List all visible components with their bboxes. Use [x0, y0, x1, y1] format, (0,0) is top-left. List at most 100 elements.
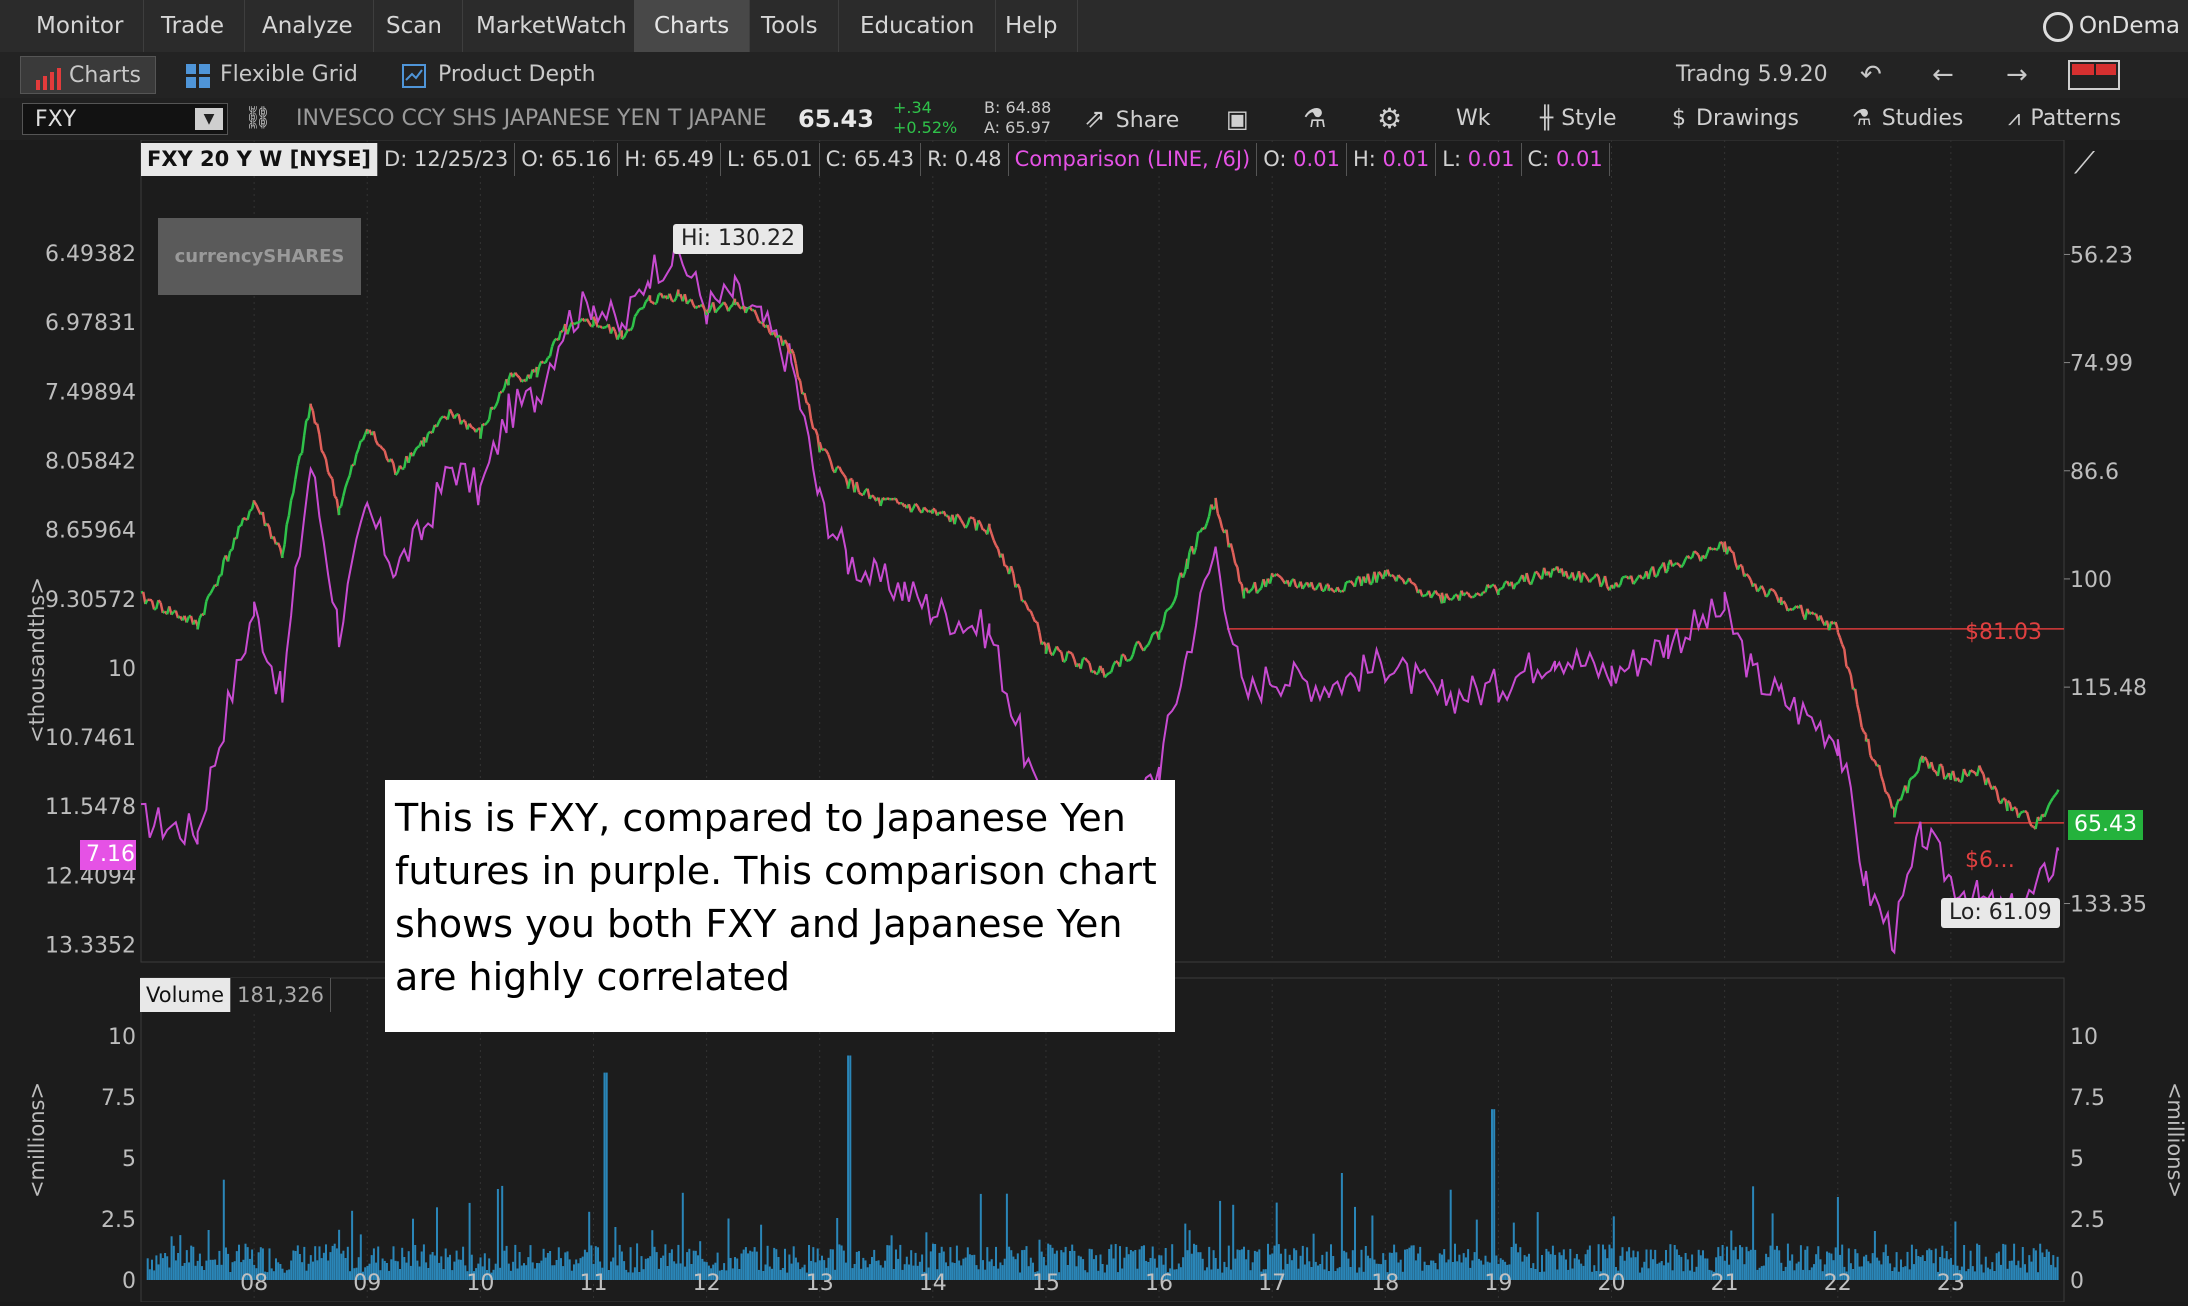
menu-monitor[interactable]: Monitor	[16, 0, 144, 52]
volume-bar	[1104, 1273, 1106, 1281]
comparison-label[interactable]: Comparison (LINE, /6J)	[1009, 143, 1258, 176]
chevron-down-icon[interactable]: ▼	[195, 108, 223, 130]
volume-bar	[2015, 1265, 2017, 1280]
fxy-price-segment	[470, 424, 472, 428]
volume-bar	[1071, 1245, 1073, 1280]
patterns-menu[interactable]: ⩘Patterns	[2008, 102, 2121, 136]
fxy-price-segment	[1881, 776, 1883, 782]
volume-bar	[1682, 1271, 1684, 1280]
volume-bar	[205, 1261, 207, 1280]
fxy-price-segment	[1894, 806, 1896, 818]
volume-bar	[1408, 1248, 1410, 1280]
tab-product-depth[interactable]: Product Depth	[388, 56, 610, 94]
volume-bar	[771, 1269, 773, 1280]
flask-icon[interactable]: ⚗	[1303, 102, 1326, 136]
menu-analyze[interactable]: Analyze	[242, 0, 374, 52]
fxy-price-segment	[158, 600, 160, 602]
volume-bar	[1983, 1273, 1985, 1281]
volume-bar	[432, 1252, 434, 1280]
layout-icon[interactable]	[2068, 60, 2120, 90]
fxy-price-segment	[1868, 739, 1870, 756]
volume-bar	[1915, 1249, 1917, 1280]
left-axis-tick: 7.49894	[45, 380, 136, 405]
volume-bar	[310, 1255, 312, 1280]
fxy-price-segment	[485, 423, 487, 425]
volume-bar	[1519, 1247, 1521, 1280]
menu-tools[interactable]: Tools	[741, 0, 839, 52]
volume-bar	[312, 1262, 314, 1280]
undo-icon[interactable]: ↶	[1846, 56, 1896, 94]
volume-bar	[1435, 1263, 1437, 1280]
fxy-price-segment	[2055, 792, 2057, 795]
volume-bar	[1445, 1262, 1447, 1280]
period-selector[interactable]: Wk	[1456, 102, 1491, 136]
tab-charts[interactable]: Charts	[20, 56, 156, 94]
chart-drawing-icon[interactable]: ⟋	[2074, 146, 2095, 181]
fxy-price-segment	[1551, 569, 1553, 578]
volume-bar	[843, 1251, 845, 1280]
fxy-price-segment	[198, 618, 200, 629]
chart-settings-icon[interactable]: ▣	[1226, 102, 1249, 136]
bid-value: B: 64.88	[984, 98, 1051, 118]
volume-bar	[1424, 1262, 1426, 1280]
volume-bar	[412, 1219, 414, 1280]
gear-icon[interactable]: ⚙	[1377, 102, 1402, 136]
fxy-price-segment	[348, 475, 350, 480]
volume-bar	[1478, 1259, 1480, 1280]
volume-bar	[791, 1264, 793, 1280]
link-icon[interactable]: ⛓	[244, 102, 272, 136]
volume-bar	[388, 1271, 390, 1280]
volume-bar	[395, 1261, 397, 1280]
volume-bar	[406, 1263, 408, 1280]
menu-help[interactable]: Help	[985, 0, 1078, 52]
fxy-price-segment	[1066, 652, 1068, 661]
drawings-menu[interactable]: $Drawings	[1672, 102, 1799, 136]
volume-label[interactable]: Volume	[140, 978, 231, 1012]
fxy-price-segment	[1566, 571, 1568, 578]
symbol-description: INVESCO CCY SHS JAPANESE YEN T JAPANE...	[296, 102, 766, 136]
volume-bar	[434, 1256, 436, 1281]
studies-menu[interactable]: ⚗Studies	[1852, 102, 1963, 136]
fxy-price-segment	[1124, 655, 1126, 660]
volume-bar	[1991, 1262, 1993, 1280]
volume-bar	[1308, 1261, 1310, 1280]
volume-bar	[1517, 1252, 1519, 1280]
volume-bar	[1748, 1251, 1750, 1280]
menu-marketwatch[interactable]: MarketWatch	[456, 0, 648, 52]
fxy-price-segment	[1740, 565, 1742, 566]
price-change: +.34 +0.52%	[893, 98, 957, 138]
volume-bar	[301, 1262, 303, 1280]
fxy-price-segment	[600, 326, 602, 328]
volume-bar	[801, 1267, 803, 1280]
ondemand-button[interactable]: OnDema	[2043, 0, 2188, 52]
volume-bar	[897, 1259, 899, 1280]
fxy-price-segment	[541, 361, 543, 362]
volume-bar	[2026, 1273, 2028, 1281]
volume-bar	[1752, 1186, 1754, 1280]
fxy-price-segment	[944, 511, 946, 516]
fxy-price-segment	[1087, 661, 1089, 663]
volume-bar	[414, 1245, 416, 1280]
fxy-price-segment	[476, 429, 478, 433]
fxy-price-segment	[955, 514, 957, 524]
volume-bar	[160, 1253, 162, 1280]
menu-trade[interactable]: Trade	[141, 0, 245, 52]
menu-charts[interactable]: Charts	[634, 0, 750, 52]
volume-bar	[993, 1266, 995, 1280]
chart-title[interactable]: FXY 20 Y W [NYSE]	[141, 143, 378, 176]
menu-education[interactable]: Education	[840, 0, 996, 52]
menu-scan[interactable]: Scan	[366, 0, 463, 52]
volume-bar	[497, 1189, 499, 1280]
forward-arrow-icon[interactable]: →	[1992, 56, 2042, 94]
symbol-input[interactable]: FXY ▼	[22, 103, 228, 135]
style-menu[interactable]: ╫Style	[1540, 102, 1617, 136]
share-button[interactable]: ⇗Share	[1084, 102, 1179, 136]
tab-flexible-grid[interactable]: Flexible Grid	[172, 56, 372, 94]
volume-bar	[638, 1272, 640, 1280]
back-arrow-icon[interactable]: ←	[1918, 56, 1968, 94]
volume-bar	[1439, 1253, 1441, 1280]
fxy-price-segment	[1237, 567, 1239, 582]
volume-bar	[186, 1250, 188, 1280]
